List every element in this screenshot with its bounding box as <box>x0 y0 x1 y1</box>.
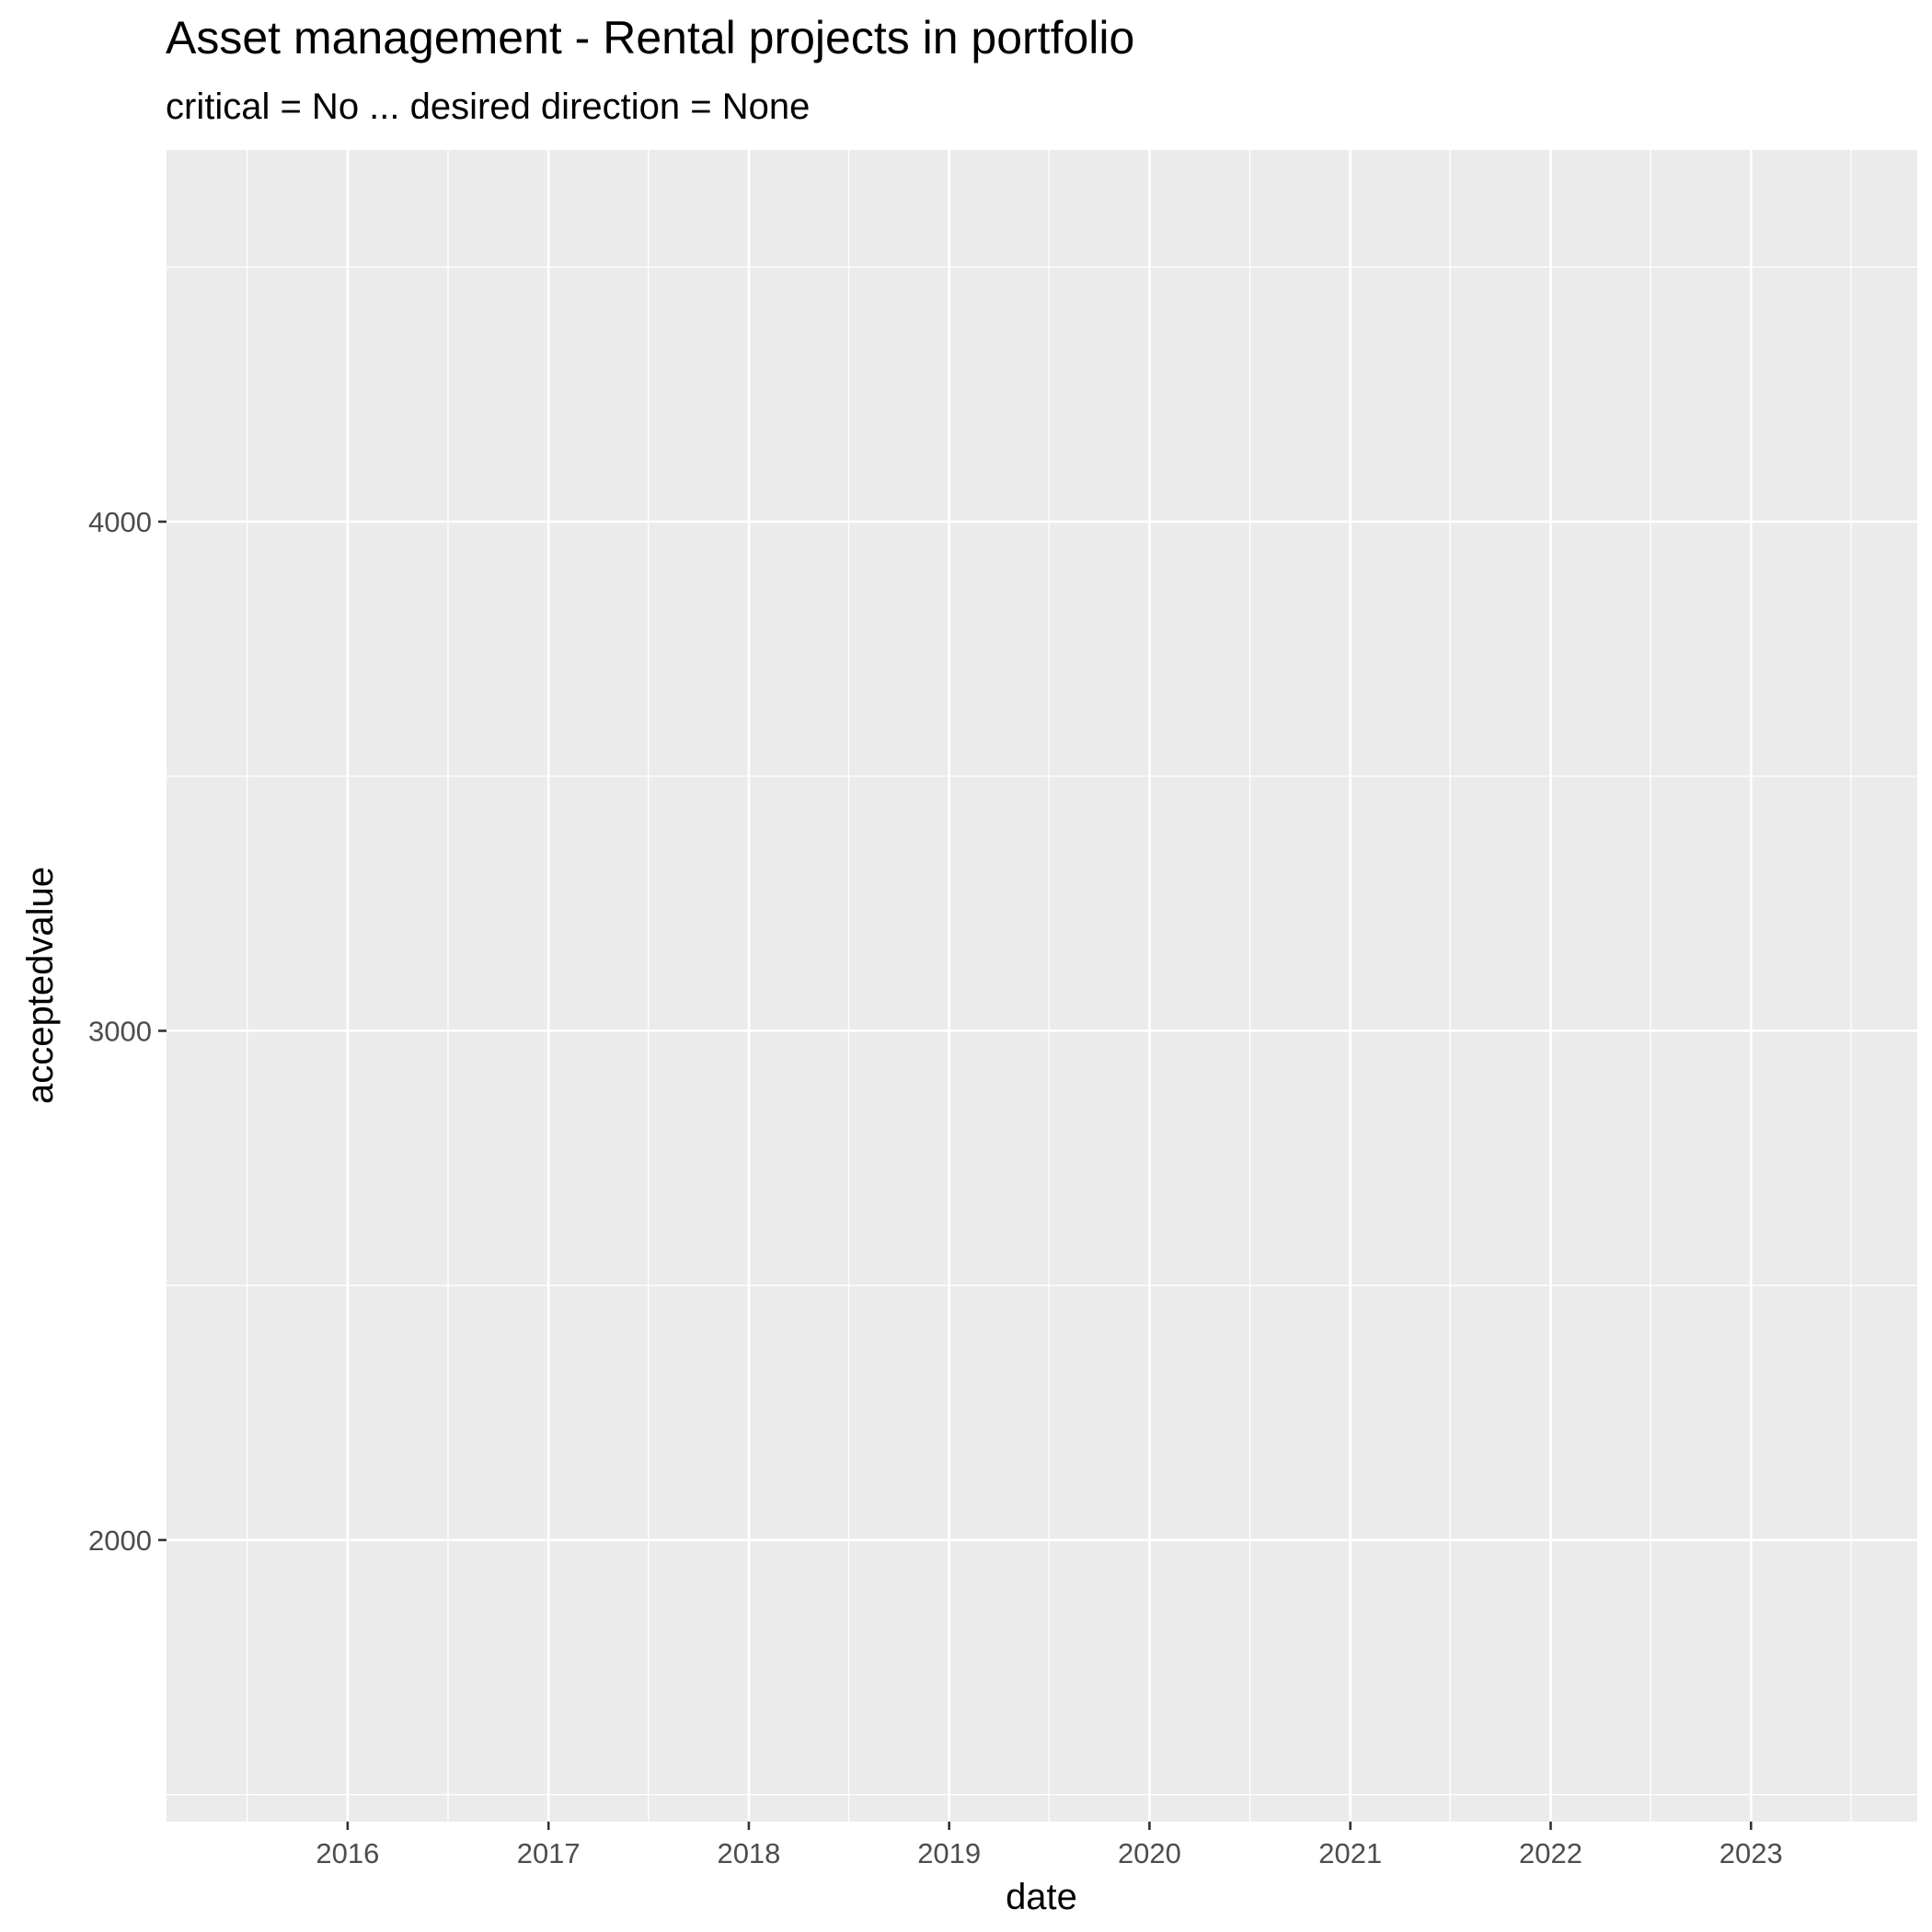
x-tick-label: 2023 <box>1719 1837 1783 1869</box>
major-gridlines <box>167 150 1917 1822</box>
x-axis-title: date <box>1006 1877 1077 1917</box>
y-tick-label: 4000 <box>88 506 152 538</box>
x-tick-label: 2020 <box>1118 1837 1181 1869</box>
y-tick-label: 2000 <box>88 1524 152 1557</box>
x-tick-label: 2016 <box>316 1837 379 1869</box>
y-axis: 2000 3000 4000 <box>88 506 167 1557</box>
y-axis-title: acceptedvalue <box>20 867 61 1104</box>
plot-panel <box>167 150 1917 1822</box>
x-tick-label: 2019 <box>917 1837 981 1869</box>
x-tick-label: 2021 <box>1318 1837 1382 1869</box>
x-tick-label: 2018 <box>717 1837 780 1869</box>
x-axis: 2016 2017 2018 2019 2020 2021 2022 2023 <box>316 1822 1783 1869</box>
x-tick-label: 2022 <box>1519 1837 1582 1869</box>
y-tick-label: 3000 <box>88 1015 152 1047</box>
x-tick-label: 2017 <box>517 1837 581 1869</box>
chart-subtitle: critical = No ... desired direction = No… <box>166 86 810 127</box>
minor-gridlines <box>167 150 1917 1822</box>
chart-title: Asset management - Rental projects in po… <box>166 12 1134 63</box>
